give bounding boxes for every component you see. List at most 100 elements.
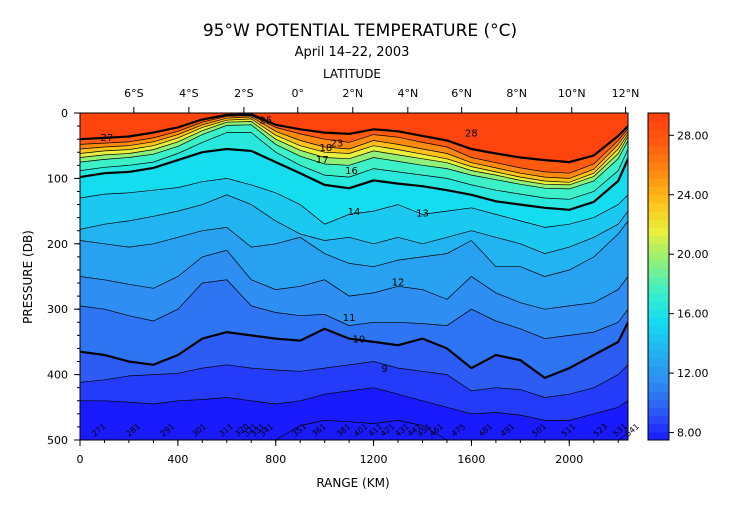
colorbar-swatch xyxy=(648,374,669,384)
colorbar-swatch xyxy=(648,317,669,327)
colorbar-swatch xyxy=(648,153,669,163)
contour-label: 16 xyxy=(345,166,358,177)
colorbar-swatch xyxy=(648,129,669,139)
isotherm-22 xyxy=(80,118,628,183)
colorbar-swatch xyxy=(648,178,669,188)
contour-label: 27 xyxy=(101,133,114,144)
plot-frame xyxy=(79,112,629,441)
x-tick-label: 400 xyxy=(167,453,188,466)
temperature-band-7-5 xyxy=(80,420,628,440)
colorbar-swatch xyxy=(648,251,669,261)
y-tick-label: 100 xyxy=(47,172,68,185)
colorbar-swatch xyxy=(648,309,669,318)
colorbar-frame xyxy=(647,112,670,441)
latitude-tick-label: 6°N xyxy=(451,87,472,100)
contour-label: 25 xyxy=(260,116,273,127)
isotherm-14 xyxy=(80,194,628,254)
colorbar-tick-label: 28.00 xyxy=(677,129,709,142)
colorbar-swatch xyxy=(648,235,669,245)
isotherm-24 xyxy=(80,116,628,179)
colorbar-swatch xyxy=(648,431,669,441)
colorbar-tick-label: 20.00 xyxy=(677,248,709,261)
colorbar-swatch xyxy=(648,186,669,196)
chart-subtitle: April 14–22, 2003 xyxy=(295,45,410,60)
colorbar-tick-label: 24.00 xyxy=(677,189,709,202)
isotherm-7-5 xyxy=(80,420,628,440)
plot-area xyxy=(80,113,628,440)
latitude-tick-label: 10°N xyxy=(558,87,586,100)
isotherm-10 xyxy=(80,321,628,380)
colorbar-tick-label: 8.00 xyxy=(677,427,702,440)
latitude-tick-label: 2°N xyxy=(342,87,363,100)
colorbar-swatch xyxy=(648,145,669,155)
y-tick-label: 400 xyxy=(47,369,68,382)
colorbar-swatch xyxy=(648,260,669,269)
colorbar-swatch xyxy=(648,243,669,253)
colorbar-swatch xyxy=(648,390,669,400)
contour-label: 17 xyxy=(316,155,329,166)
isotherm-9 xyxy=(80,361,628,398)
isotherm-16 xyxy=(80,147,628,211)
colorbar-swatch xyxy=(648,350,669,359)
colorbar-tick-label: 12.00 xyxy=(677,367,709,380)
latitude-tick-label: 6°S xyxy=(124,87,143,100)
colorbar-swatch xyxy=(648,162,669,171)
contour-label: 28 xyxy=(465,129,478,140)
y-tick-label: 500 xyxy=(47,434,68,447)
colorbar-swatch xyxy=(648,137,669,147)
isotherm-13 xyxy=(80,220,628,277)
x-tick-label: 800 xyxy=(265,453,286,466)
contour-label: 18 xyxy=(319,143,332,154)
colorbar-swatch xyxy=(648,170,669,179)
isotherm-26 xyxy=(80,115,628,174)
colorbar-swatch xyxy=(648,341,669,351)
x-tick-label: 0 xyxy=(77,453,84,466)
y-axis-label: PRESSURE (DB) xyxy=(21,230,35,324)
colorbar-swatch xyxy=(648,333,669,343)
colorbar-swatch xyxy=(648,113,669,122)
colorbar-swatch xyxy=(648,276,669,286)
colorbar-swatch xyxy=(648,211,669,220)
latitude-tick-label: 2°S xyxy=(234,87,253,100)
isotherm-17 xyxy=(80,132,628,200)
latitude-tick-label: 8°N xyxy=(506,87,527,100)
isotherm-11 xyxy=(80,279,628,339)
isotherm-20 xyxy=(80,121,628,186)
colorbar-swatch xyxy=(648,292,669,302)
y-tick-label: 0 xyxy=(61,107,68,120)
colorbar-swatch xyxy=(648,382,669,392)
colorbar-tick-label: 16.00 xyxy=(677,308,709,321)
colorbar: 8.00 12.00 16.00 20.00 24.00 28.00 xyxy=(647,112,709,441)
isotherm-18 xyxy=(80,124,628,190)
y-tick-label: 200 xyxy=(47,238,68,251)
temperature-band-8 xyxy=(80,387,628,440)
isotherm-8 xyxy=(80,387,628,421)
colorbar-swatch xyxy=(648,227,669,237)
colorbar-swatch xyxy=(648,194,669,204)
x-tick-label: 1200 xyxy=(360,453,388,466)
x-tick-label: 1600 xyxy=(457,453,485,466)
contour-label: 11 xyxy=(343,313,356,324)
colorbar-swatch xyxy=(648,284,669,294)
latitude-tick-label: 12°N xyxy=(612,87,640,100)
axes: 0 400 800 1200 1600 2000 0 100 200 300 400 500 6°S 4°… xyxy=(47,87,639,466)
colorbar-swatch xyxy=(648,219,669,228)
latitude-tick-label: 4°S xyxy=(179,87,198,100)
colorbar-swatch xyxy=(648,358,669,367)
colorbar-swatch xyxy=(648,415,669,425)
contour-label: 14 xyxy=(348,207,361,218)
isotherm-15 xyxy=(80,178,628,228)
latitude-tick-label: 4°N xyxy=(397,87,418,100)
contour-label: 9 xyxy=(381,364,387,375)
x-tick-label: 2000 xyxy=(555,453,583,466)
isotherm-28 xyxy=(80,113,628,164)
colorbar-swatch xyxy=(648,202,669,212)
colorbar-swatch xyxy=(648,399,669,408)
y-tick-label: 300 xyxy=(47,303,68,316)
colorbar-swatch xyxy=(648,301,669,310)
colorbar-swatch xyxy=(648,423,669,433)
colorbar-swatch xyxy=(648,325,669,335)
isotherm-12 xyxy=(80,249,628,310)
